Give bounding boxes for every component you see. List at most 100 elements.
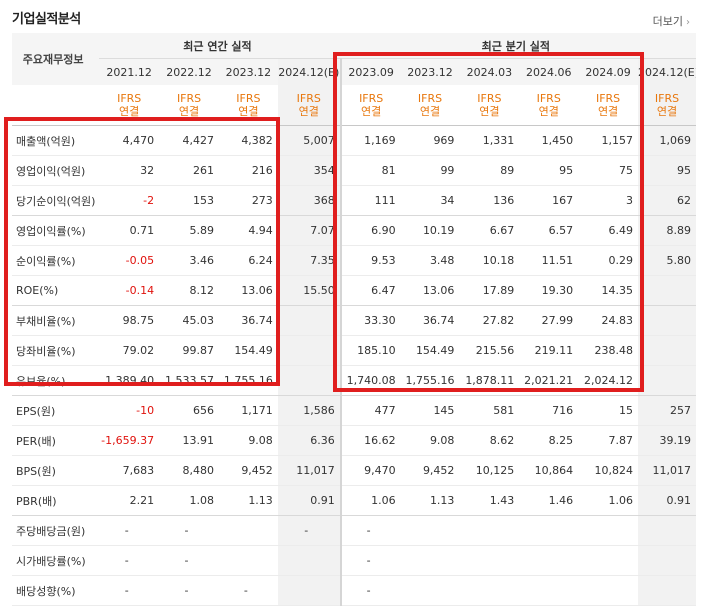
value-cell: 4,427 — [159, 125, 219, 156]
value-cell: 1,157 — [578, 125, 638, 156]
ifrs-label: IFRS 연결 — [99, 85, 160, 126]
value-cell: 62 — [638, 185, 696, 216]
value-cell: 1,586 — [277, 395, 341, 426]
row-label: 영업이익률(%) — [12, 215, 100, 246]
value-cell: 24.83 — [578, 305, 638, 336]
value-cell: 7.07 — [277, 215, 341, 246]
value-cell: 75 — [578, 155, 638, 186]
value-cell: 98.75 — [99, 305, 160, 336]
value-cell: 7.87 — [578, 425, 638, 456]
value-cell: 4.94 — [218, 215, 278, 246]
value-cell: 261 — [159, 155, 219, 186]
value-cell: 185.10 — [339, 335, 401, 366]
section-title: 기업실적분석 — [12, 12, 81, 27]
label-column-header: 주요재무정보 — [12, 33, 100, 85]
value-cell: 7.35 — [277, 245, 341, 276]
value-cell — [400, 575, 460, 606]
value-cell: 27.99 — [519, 305, 579, 336]
row-label: 부채비율(%) — [12, 305, 100, 336]
value-cell: 969 — [400, 125, 460, 156]
value-cell: - — [339, 515, 401, 546]
value-cell: 2,021.21 — [519, 365, 579, 396]
value-cell: 17.89 — [459, 275, 520, 306]
value-cell: 1,169 — [339, 125, 401, 156]
value-cell: 10.18 — [459, 245, 520, 276]
row-label: ROE(%) — [12, 275, 100, 306]
value-cell: 6.24 — [218, 245, 278, 276]
value-cell: 9.08 — [400, 425, 460, 456]
value-cell: 11,017 — [277, 455, 341, 486]
more-link[interactable]: 더보기 › — [652, 15, 690, 28]
row-label: 당기순이익(억원) — [12, 185, 100, 216]
value-cell: - — [99, 575, 160, 606]
value-cell: - — [159, 575, 219, 606]
value-cell: - — [339, 575, 401, 606]
value-cell: 3 — [578, 185, 638, 216]
period-header: 2024.09 — [578, 58, 638, 85]
table-row: PBR(배) 2.21 1.08 1.13 0.91 1.06 1.13 1.43 1.46 1.… — [12, 485, 696, 516]
value-cell: 8.62 — [459, 425, 520, 456]
value-cell: 13.91 — [159, 425, 219, 456]
value-cell: 6.67 — [459, 215, 520, 246]
table-row: 매출액(억원) 4,470 4,427 4,382 5,007 1,169 969 1,331… — [12, 125, 696, 156]
row-label: 유보율(%) — [12, 365, 100, 396]
value-cell: 11.51 — [519, 245, 579, 276]
table-row: EPS(원) -10 656 1,171 1,586 477 145 581 716 15 257 — [12, 395, 696, 426]
value-cell: 13.06 — [218, 275, 278, 306]
value-cell: 6.36 — [277, 425, 341, 456]
value-cell: 6.49 — [578, 215, 638, 246]
value-cell — [519, 575, 579, 606]
value-cell: 216 — [218, 155, 278, 186]
value-cell: 368 — [277, 185, 341, 216]
value-cell: 0.71 — [99, 215, 160, 246]
value-cell: 215.56 — [459, 335, 520, 366]
value-cell: - — [99, 545, 160, 576]
value-cell: 11,017 — [638, 455, 696, 486]
value-cell: 14.35 — [578, 275, 638, 306]
value-cell: 1.43 — [459, 485, 520, 516]
value-cell: 2,024.12 — [578, 365, 638, 396]
value-cell: -0.14 — [99, 275, 160, 306]
value-cell — [638, 545, 696, 576]
value-cell: - — [339, 545, 401, 576]
value-cell: 1,878.11 — [459, 365, 520, 396]
value-cell: 27.82 — [459, 305, 520, 336]
table-row: 순이익률(%) -0.05 3.46 6.24 7.35 9.53 3.48 10.18 11.… — [12, 245, 696, 276]
table-row: 당기순이익(억원) -2 153 273 368 111 34 136 167 3 62 — [12, 185, 696, 216]
annual-group-header: 최근 연간 실적 — [99, 33, 341, 59]
value-cell: 1,171 — [218, 395, 278, 426]
ifrs-label: IFRS 연결 — [218, 85, 278, 126]
value-cell: 1,533.57 — [159, 365, 219, 396]
ifrs-label: IFRS 연결 — [339, 85, 401, 126]
value-cell: 32 — [99, 155, 160, 186]
row-label: EPS(원) — [12, 395, 100, 426]
period-header: 2023.12 — [218, 58, 278, 85]
value-cell — [277, 365, 341, 396]
value-cell: 95 — [638, 155, 696, 186]
value-cell — [638, 275, 696, 306]
value-cell: 9,452 — [218, 455, 278, 486]
value-cell: 238.48 — [578, 335, 638, 366]
value-cell: 581 — [459, 395, 520, 426]
period-header: 2023.12 — [400, 58, 460, 85]
value-cell: 5.89 — [159, 215, 219, 246]
value-cell: - — [277, 515, 341, 546]
period-header: 2021.12 — [99, 58, 160, 85]
value-cell — [578, 515, 638, 546]
chevron-right-icon: › — [686, 17, 690, 28]
value-cell: 167 — [519, 185, 579, 216]
value-cell: 273 — [218, 185, 278, 216]
ifrs-label: IFRS 연결 — [277, 85, 341, 126]
value-cell: 39.19 — [638, 425, 696, 456]
ifrs-label: IFRS 연결 — [638, 85, 696, 126]
value-cell: 7,683 — [99, 455, 160, 486]
table-row: 시가배당률(%) - - - — [12, 545, 696, 576]
row-label: 당좌비율(%) — [12, 335, 100, 366]
table-row: 배당성향(%) - - - - — [12, 575, 696, 606]
value-cell: 2.21 — [99, 485, 160, 516]
value-cell: -10 — [99, 395, 160, 426]
period-header: 2024.12(E) — [277, 58, 341, 85]
period-header: 2023.09 — [339, 58, 401, 85]
table-row: 주당배당금(원) - - - - — [12, 515, 696, 546]
row-label: 영업이익(억원) — [12, 155, 100, 186]
